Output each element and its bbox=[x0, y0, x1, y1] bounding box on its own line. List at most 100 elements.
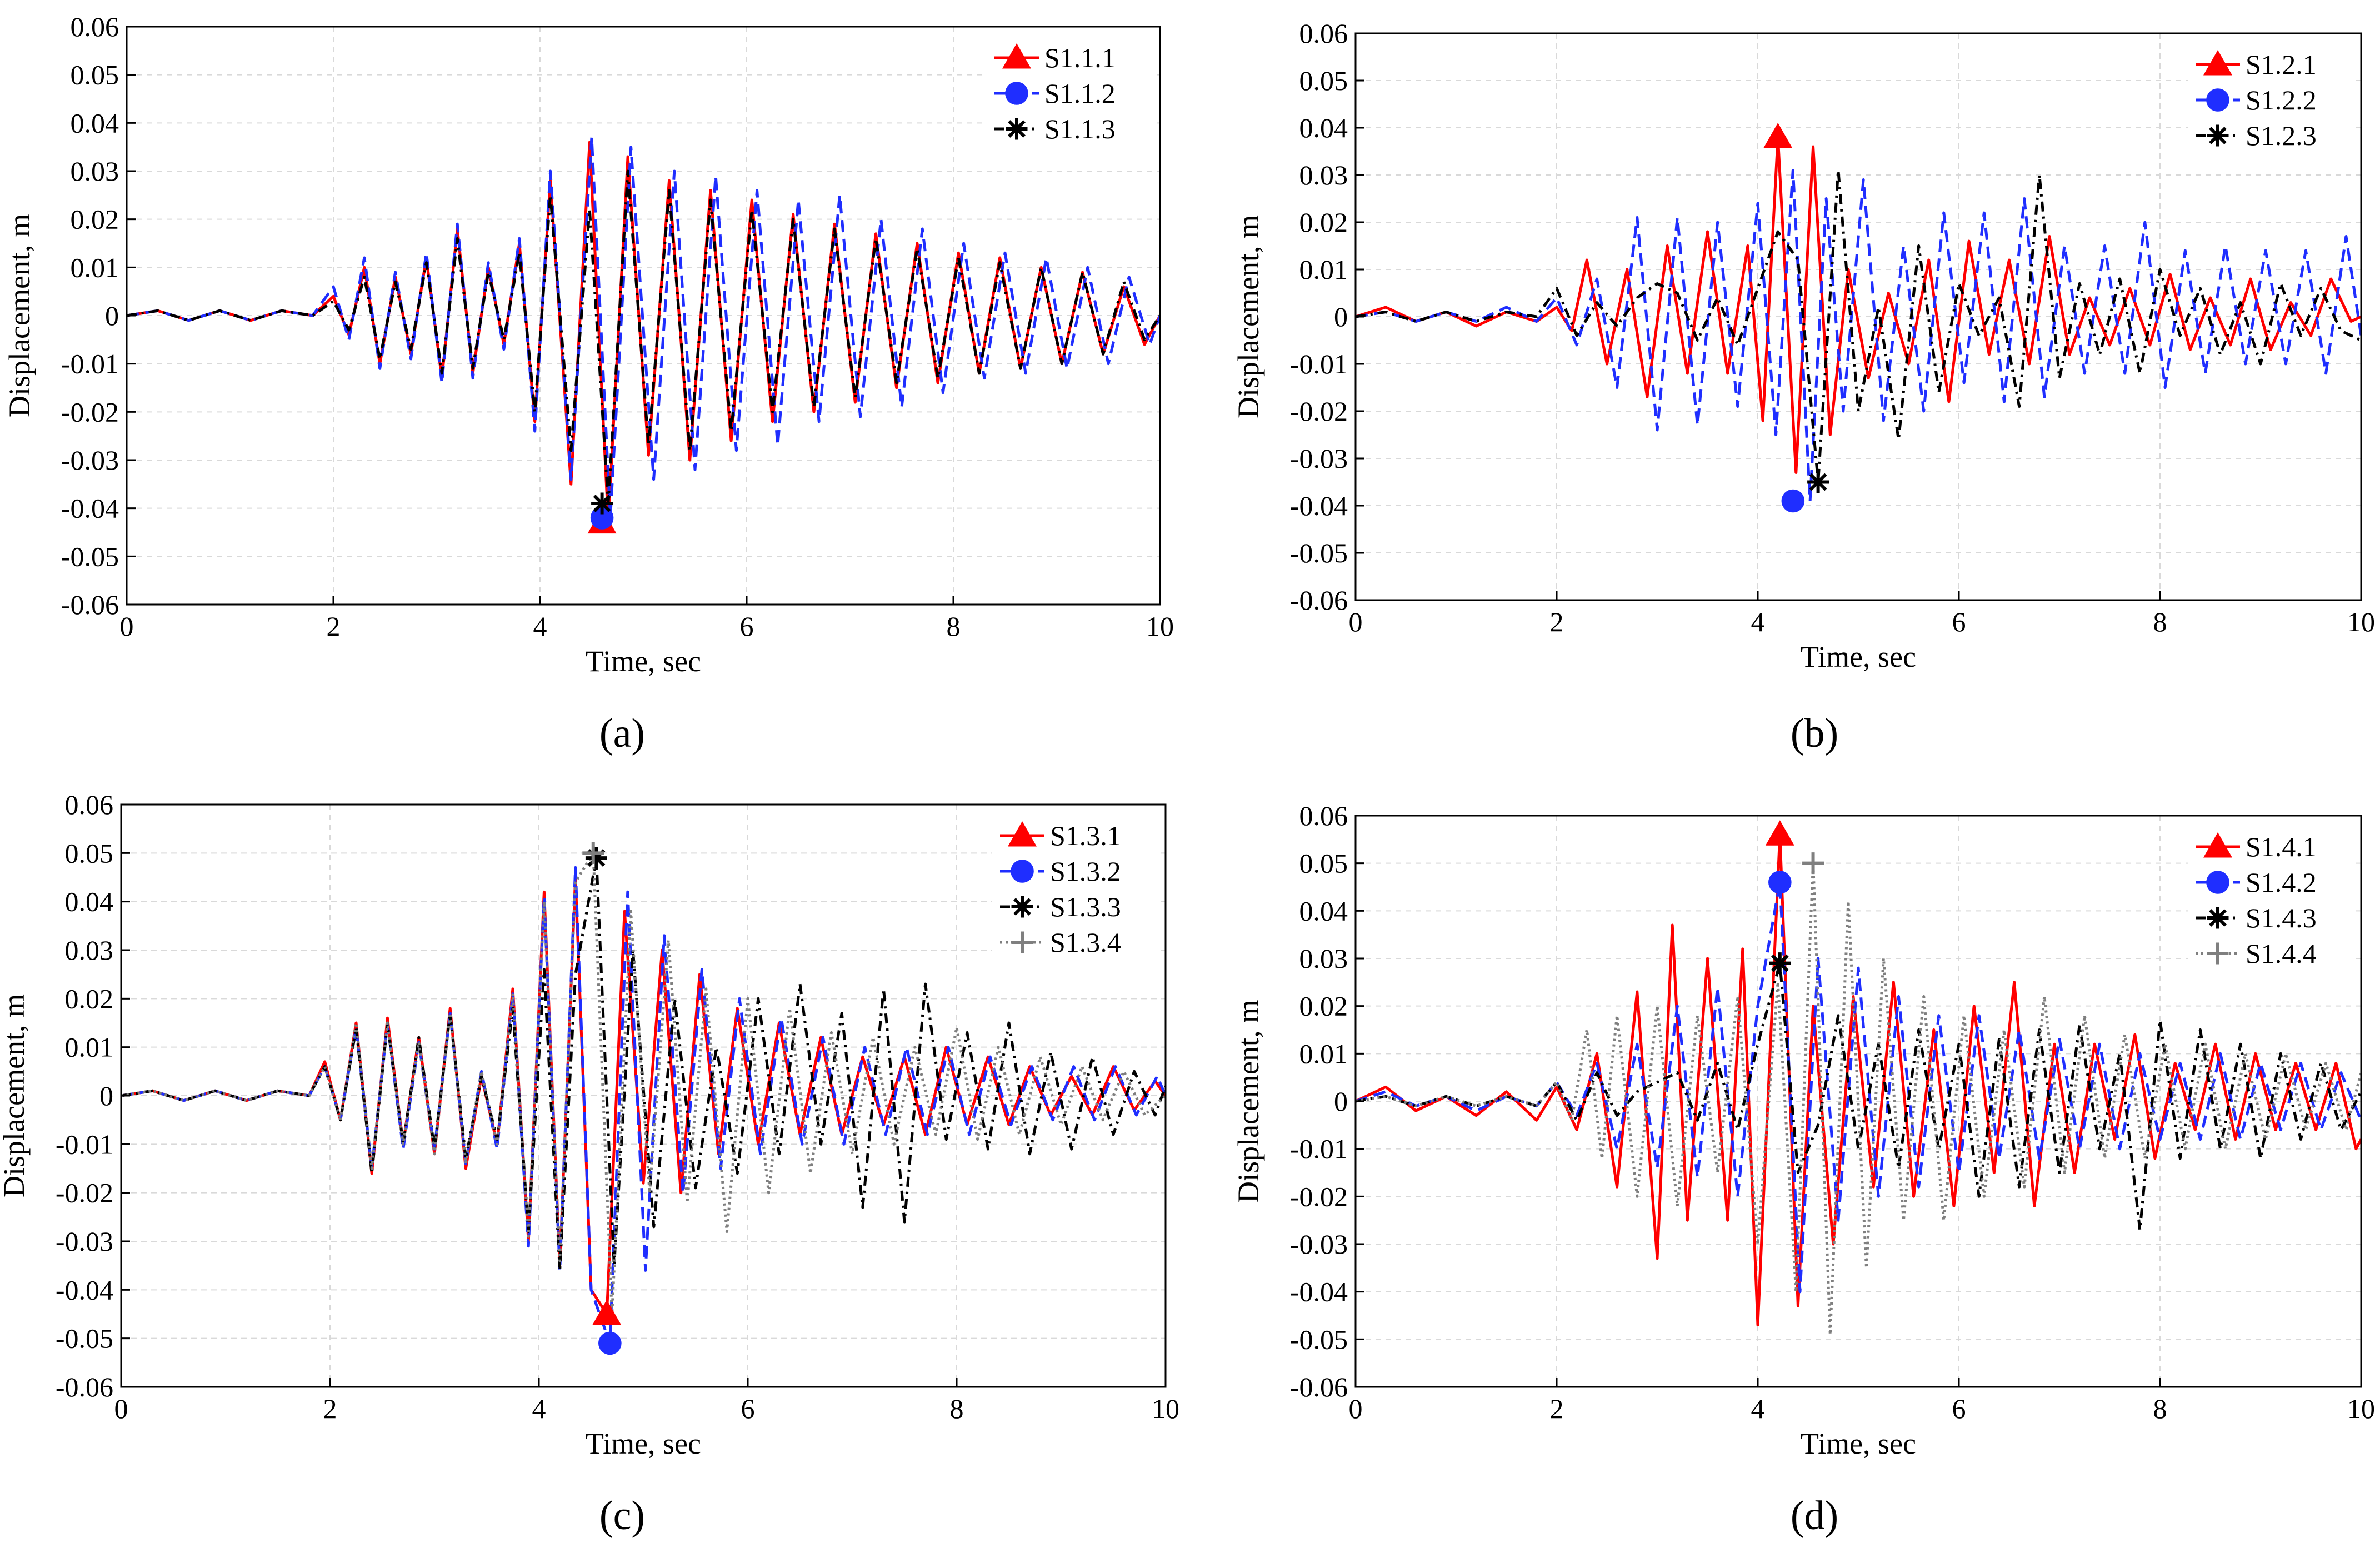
legend: S1.4.1 S1.4.2 S1.4.3 S1.4.4 bbox=[2188, 822, 2354, 978]
legend-label: S1.4.4 bbox=[2246, 938, 2317, 969]
x-axis-label: Time, sec bbox=[586, 1427, 701, 1460]
legend-marker-S1.3.2 bbox=[1011, 860, 1034, 883]
y-tick-label: 0.02 bbox=[1299, 207, 1348, 238]
legend-label: S1.3.3 bbox=[1050, 891, 1121, 922]
peak-marker-S1.4.1 bbox=[1765, 820, 1794, 846]
legend-marker-S1.3.3 bbox=[1011, 896, 1033, 918]
x-axis-label: Time, sec bbox=[1801, 1427, 1916, 1460]
legend-label: S1.1.3 bbox=[1044, 113, 1116, 144]
y-tick-label: -0.01 bbox=[61, 348, 119, 379]
series-group bbox=[121, 851, 1166, 1345]
x-tick-label: 6 bbox=[741, 1393, 755, 1424]
x-tick-label: 2 bbox=[327, 611, 341, 642]
y-tick-label: 0 bbox=[1334, 301, 1348, 332]
legend-label: S1.3.1 bbox=[1050, 820, 1121, 851]
y-tick-label: -0.01 bbox=[56, 1128, 113, 1160]
y-tick-label: 0.01 bbox=[1299, 1038, 1348, 1069]
peak-marker-S1.3.1 bbox=[592, 1300, 622, 1325]
series-line-S1.4.3 bbox=[1356, 962, 2361, 1231]
y-tick-label: 0.01 bbox=[1299, 254, 1348, 285]
legend-label: S1.4.3 bbox=[2246, 902, 2317, 933]
peak-marker-S1.3.4 bbox=[582, 842, 604, 864]
peak-marker-S1.2.2 bbox=[1781, 489, 1805, 513]
series-line-S1.2.3 bbox=[1356, 169, 2361, 483]
x-tick-label: 4 bbox=[532, 1393, 546, 1424]
x-tick-label: 2 bbox=[323, 1393, 337, 1424]
peak-marker-S1.1.3 bbox=[591, 492, 613, 515]
series-line-S1.4.1 bbox=[1356, 833, 2361, 1327]
y-tick-label: -0.02 bbox=[61, 396, 119, 427]
y-tick-label: 0 bbox=[99, 1080, 113, 1111]
legend-label: S1.1.1 bbox=[1044, 42, 1116, 73]
y-tick-label: -0.04 bbox=[1290, 1276, 1348, 1307]
y-tick-label: -0.06 bbox=[61, 589, 119, 620]
y-tick-label: -0.06 bbox=[1290, 1371, 1348, 1402]
legend: S1.2.1 S1.2.2 S1.2.3 bbox=[2188, 40, 2354, 160]
legend-label: S1.4.2 bbox=[2246, 867, 2317, 898]
y-tick-label: 0 bbox=[105, 300, 119, 331]
y-tick-label: 0.04 bbox=[65, 886, 114, 917]
y-tick-label: -0.06 bbox=[56, 1371, 113, 1402]
x-tick-label: 6 bbox=[740, 611, 754, 642]
peak-marker-S1.1.2 bbox=[590, 506, 614, 530]
y-tick-label: 0.02 bbox=[1299, 991, 1348, 1022]
y-tick-label: -0.02 bbox=[1290, 396, 1348, 427]
legend-marker-S1.4.3 bbox=[2207, 907, 2229, 929]
y-tick-label: -0.05 bbox=[1290, 1324, 1348, 1355]
peak-marker-S1.4.3 bbox=[1769, 952, 1791, 975]
series-line-S1.4.2 bbox=[1356, 881, 2361, 1294]
y-tick-label: -0.04 bbox=[1290, 490, 1348, 521]
x-tick-label: 8 bbox=[2153, 1393, 2167, 1424]
y-tick-label: -0.03 bbox=[1290, 443, 1348, 474]
y-tick-label: 0.02 bbox=[71, 204, 119, 235]
x-tick-label: 2 bbox=[1550, 606, 1564, 637]
x-tick-label: 0 bbox=[120, 611, 134, 642]
series-line-S1.4.4 bbox=[1356, 862, 2361, 1336]
x-tick-label: 10 bbox=[1152, 1393, 1179, 1424]
x-axis-label: Time, sec bbox=[1801, 640, 1916, 673]
y-tick-label: 0.03 bbox=[65, 935, 114, 966]
legend-label: S1.3.2 bbox=[1050, 856, 1121, 887]
y-tick-label: -0.05 bbox=[1290, 537, 1348, 568]
legend-label: S1.2.1 bbox=[2246, 49, 2317, 80]
x-tick-label: 8 bbox=[2153, 606, 2167, 637]
x-tick-label: 4 bbox=[1751, 1393, 1765, 1424]
series-group bbox=[1356, 833, 2361, 1336]
y-axis-label: Displacement, m bbox=[1232, 1000, 1265, 1203]
y-tick-label: -0.02 bbox=[56, 1177, 113, 1209]
x-tick-label: 10 bbox=[1146, 611, 1174, 642]
y-tick-label: 0.05 bbox=[71, 59, 119, 91]
chart-panel-3: 0 2 4 6 8 10 0.06 0.05 0.04 0.03 0.02 0.01 0 -0.01 -0.… bbox=[0, 789, 1179, 1539]
legend: S1.1.1 S1.1.2 S1.1.3 bbox=[987, 33, 1153, 153]
chart-panel-1: 0 2 4 6 8 10 0.06 0.05 0.04 0.03 0.02 0.01 0 -0.01 -0.… bbox=[3, 11, 1174, 756]
chart-panel-4: 0 2 4 6 8 10 0.06 0.05 0.04 0.03 0.02 0.01 0 -0.01 -0.… bbox=[1232, 800, 2375, 1539]
y-tick-label: -0.03 bbox=[1290, 1229, 1348, 1260]
legend-marker-S1.2.3 bbox=[2207, 124, 2229, 147]
x-tick-label: 0 bbox=[1349, 606, 1363, 637]
x-tick-label: 6 bbox=[1952, 606, 1966, 637]
series-line-S1.1.3 bbox=[127, 169, 1160, 505]
legend-label: S1.1.2 bbox=[1044, 78, 1116, 109]
y-tick-label: 0.06 bbox=[1299, 18, 1348, 49]
series-line-S1.2.2 bbox=[1356, 169, 2361, 502]
y-axis-label: Displacement, m bbox=[3, 214, 36, 417]
y-tick-label: -0.01 bbox=[1290, 348, 1348, 379]
series-line-S1.1.2 bbox=[127, 136, 1160, 520]
y-tick-label: 0.05 bbox=[1299, 65, 1348, 96]
legend-label: S1.2.2 bbox=[2246, 84, 2317, 116]
legend-marker-S1.4.1 bbox=[2203, 832, 2232, 858]
peak-marker-S1.3.2 bbox=[598, 1331, 622, 1355]
y-tick-label: -0.04 bbox=[61, 493, 119, 524]
x-tick-label: 2 bbox=[1550, 1393, 1564, 1424]
y-axis-label: Displacement, m bbox=[1232, 215, 1265, 418]
x-tick-label: 4 bbox=[533, 611, 547, 642]
y-tick-label: 0.01 bbox=[71, 252, 119, 283]
legend-marker-S1.4.4 bbox=[2207, 942, 2229, 965]
legend-marker-S1.1.2 bbox=[1005, 82, 1028, 105]
x-tick-label: 10 bbox=[2347, 606, 2375, 637]
x-tick-label: 0 bbox=[114, 1393, 128, 1424]
panel-caption: (a) bbox=[599, 711, 645, 756]
x-tick-label: 8 bbox=[950, 1393, 964, 1424]
series-line-S1.2.1 bbox=[1356, 136, 2361, 474]
